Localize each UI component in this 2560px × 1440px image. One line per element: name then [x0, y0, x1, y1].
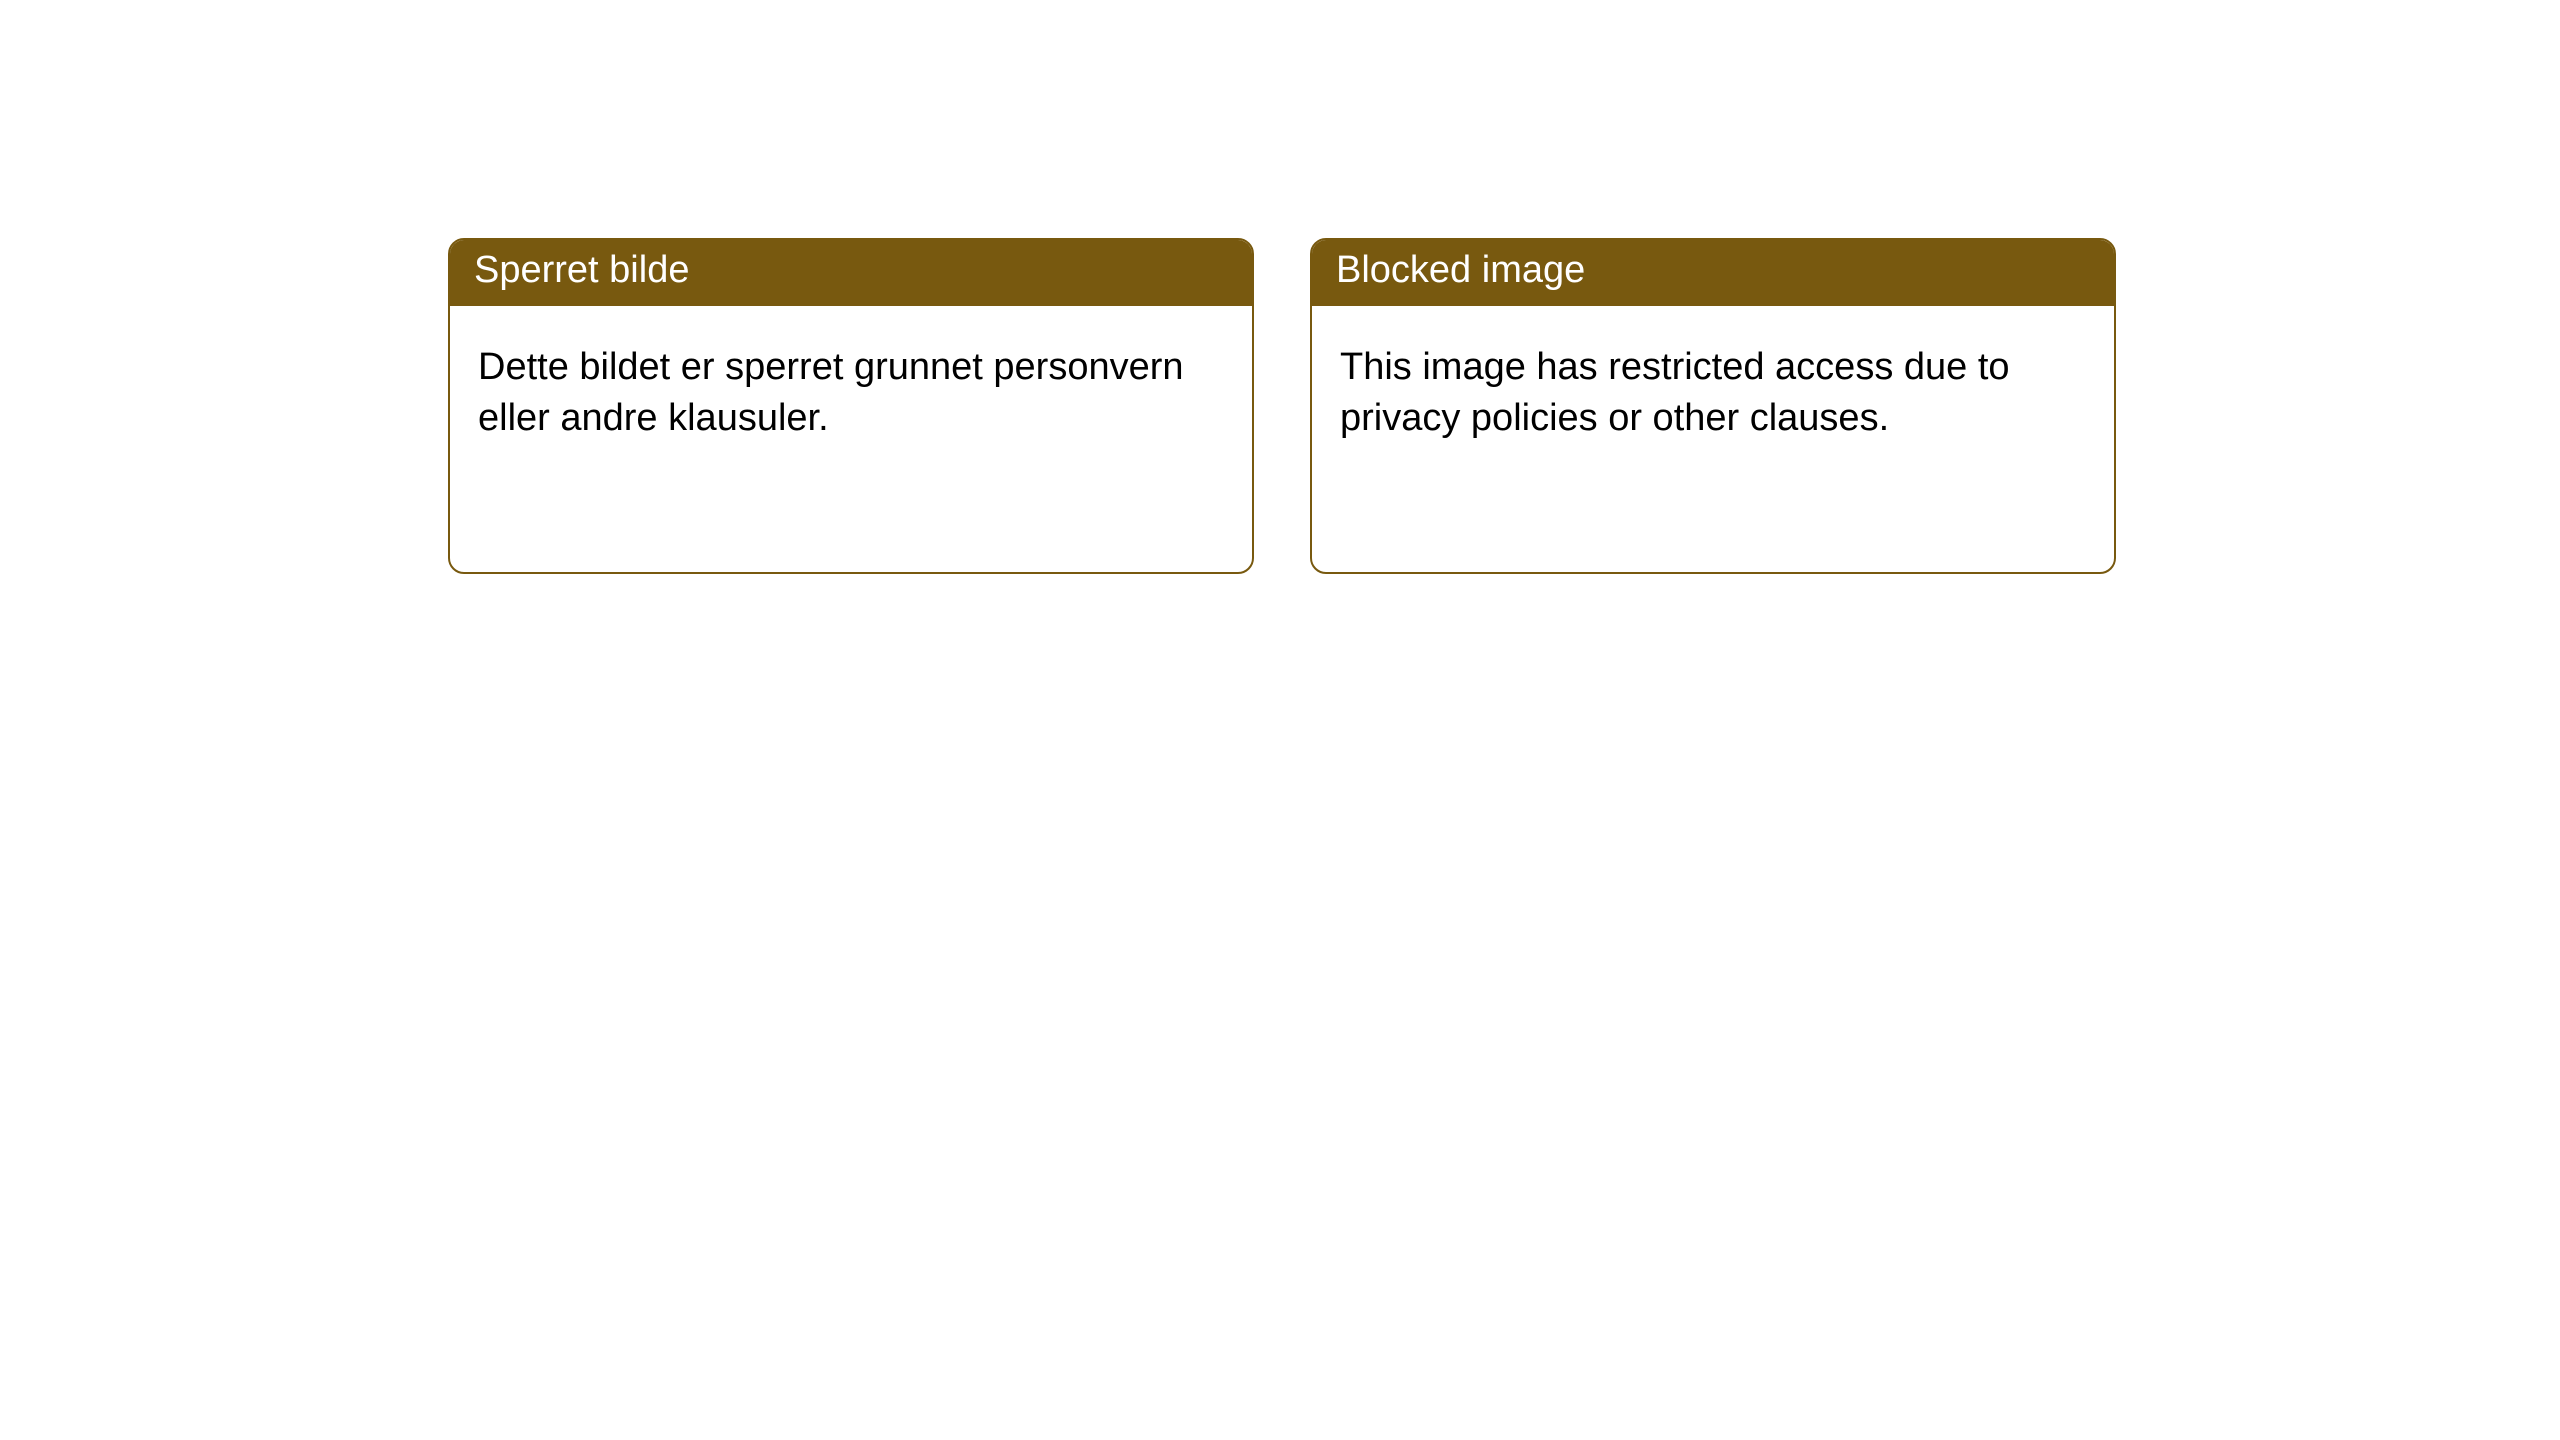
- notice-container: Sperret bilde Dette bildet er sperret gr…: [0, 0, 2560, 574]
- notice-title-norwegian: Sperret bilde: [450, 240, 1252, 306]
- notice-card-norwegian: Sperret bilde Dette bildet er sperret gr…: [448, 238, 1254, 574]
- notice-card-english: Blocked image This image has restricted …: [1310, 238, 2116, 574]
- notice-body-english: This image has restricted access due to …: [1312, 306, 2114, 473]
- notice-body-norwegian: Dette bildet er sperret grunnet personve…: [450, 306, 1252, 473]
- notice-title-english: Blocked image: [1312, 240, 2114, 306]
